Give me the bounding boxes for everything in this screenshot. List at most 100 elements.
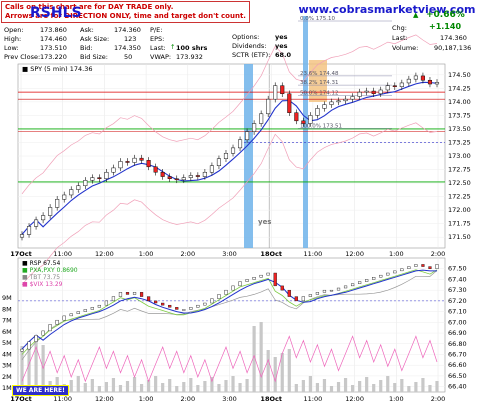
volume-bar — [147, 380, 151, 392]
price-candle — [378, 89, 383, 95]
last-price-value: 174.360 — [440, 34, 467, 42]
volume-bar — [329, 386, 334, 392]
volume-bar — [393, 383, 397, 392]
options-value: yes — [275, 33, 288, 41]
notice-line-2: Arrows are for DIRECTION ONLY, time and … — [5, 12, 246, 20]
brand-url[interactable]: www.cobrasmarketview.com — [296, 3, 478, 16]
lower-x-tick-label: 3:00 — [222, 395, 237, 403]
lower-bollinger-band — [21, 122, 438, 286]
rsp-candle — [421, 264, 425, 267]
price-candle — [336, 100, 341, 103]
price-candle — [34, 219, 39, 227]
rsp-candle — [329, 289, 334, 292]
volume-bar — [168, 379, 172, 392]
price-x-tick-label: 17Oct — [10, 250, 32, 258]
last-label: Last: — [150, 44, 166, 52]
volume-bar — [20, 346, 24, 392]
lower-x-tick-label: 1:00 — [389, 395, 404, 403]
rsp-candle — [350, 283, 355, 287]
volume-bar — [273, 357, 277, 392]
ask-label: Ask: — [80, 26, 94, 34]
lower-y-tick-label: 66.60 — [448, 361, 467, 369]
last-shares: 100 shrs — [176, 44, 208, 52]
rsp-candle — [34, 334, 38, 342]
lower-y-tick-label: 66.90 — [448, 329, 467, 337]
volume-bar — [287, 349, 291, 392]
volume-tick-label: 7M — [2, 317, 12, 325]
volume-bar — [301, 380, 305, 392]
price-candle — [90, 177, 95, 181]
volume-bar — [252, 326, 256, 392]
lower-x-tick-label: 18Oct — [260, 395, 282, 403]
price-candle — [26, 226, 32, 235]
volume-tick-label: 9M — [2, 294, 12, 302]
rsp-candle — [386, 272, 390, 276]
price-candle — [125, 161, 130, 163]
price-series-label: ■ SPY (5 min) 174.36 — [22, 65, 93, 73]
price-candle — [209, 165, 214, 173]
volume-bar — [231, 376, 235, 392]
price-candle — [216, 158, 221, 166]
price-candle — [280, 85, 285, 95]
price-candle — [160, 171, 165, 177]
price-candle — [434, 82, 440, 85]
volume-bar — [90, 379, 94, 392]
lower-y-tick-label: 67.40 — [448, 275, 467, 283]
price-candle — [385, 85, 390, 91]
price-x-tick-label: 2:00 — [431, 250, 446, 258]
price-candle — [118, 161, 123, 169]
volume-tick-label: 5M — [2, 339, 12, 347]
volume-bar — [343, 378, 348, 392]
rsp-candle — [154, 300, 158, 304]
highlight-band-midday — [303, 14, 308, 248]
rsp-candle — [132, 292, 137, 295]
volume-bar — [175, 386, 179, 392]
rsp-candle — [400, 268, 404, 272]
lower-x-tick-label: 11:00 — [304, 395, 323, 403]
rsp-candle — [393, 270, 397, 274]
open-label: Open: — [4, 26, 24, 34]
rsp-candle — [48, 324, 52, 332]
price-candle — [76, 185, 81, 190]
price-y-tick-label: 171.50 — [448, 233, 471, 241]
bid-label: Bid: — [80, 44, 93, 52]
lower-y-tick-label: 66.70 — [448, 350, 467, 358]
bid-value: 174.350 — [114, 44, 141, 52]
rsp-candle — [287, 289, 291, 297]
volume-bar — [414, 382, 418, 392]
volume-bar — [104, 382, 109, 392]
volume-bar — [189, 378, 193, 392]
volume-value: 90,187,136 — [434, 44, 472, 52]
price-candle — [104, 171, 109, 179]
rsp-candle — [315, 292, 320, 295]
volume-bar — [421, 378, 425, 392]
price-x-tick-label: 3:00 — [222, 250, 237, 258]
fib-level-label: 38.2% 174.31 — [300, 80, 338, 86]
volume-bar — [154, 376, 158, 392]
volume-bar — [365, 377, 369, 392]
lower-y-tick-label: 67.20 — [448, 297, 467, 305]
price-y-tick-label: 173.25 — [448, 138, 471, 146]
volume-bar — [407, 386, 411, 392]
rsp-candle — [414, 264, 418, 267]
rsp-candle — [125, 292, 130, 295]
rsp-candle — [308, 294, 312, 297]
lower-legend-entry: ■ PXA,PXY 0.8690 — [22, 267, 78, 274]
volume-bar — [428, 385, 432, 392]
price-candle — [97, 177, 102, 179]
rsp-candle — [231, 285, 235, 291]
volume-bar — [217, 384, 221, 392]
rsp-candle — [168, 304, 172, 308]
price-candle — [364, 90, 369, 93]
price-candle — [420, 75, 425, 81]
price-candle — [413, 75, 418, 80]
price-y-tick-label: 172.00 — [448, 206, 471, 214]
eps-label: EPS: — [150, 35, 165, 43]
lower-x-tick-label: 11:00 — [53, 395, 72, 403]
price-candle — [41, 215, 46, 221]
price-y-tick-label: 174.25 — [448, 84, 471, 92]
price-y-tick-label: 174.00 — [448, 98, 471, 106]
volume-bar — [435, 381, 439, 392]
price-candle — [223, 153, 229, 159]
